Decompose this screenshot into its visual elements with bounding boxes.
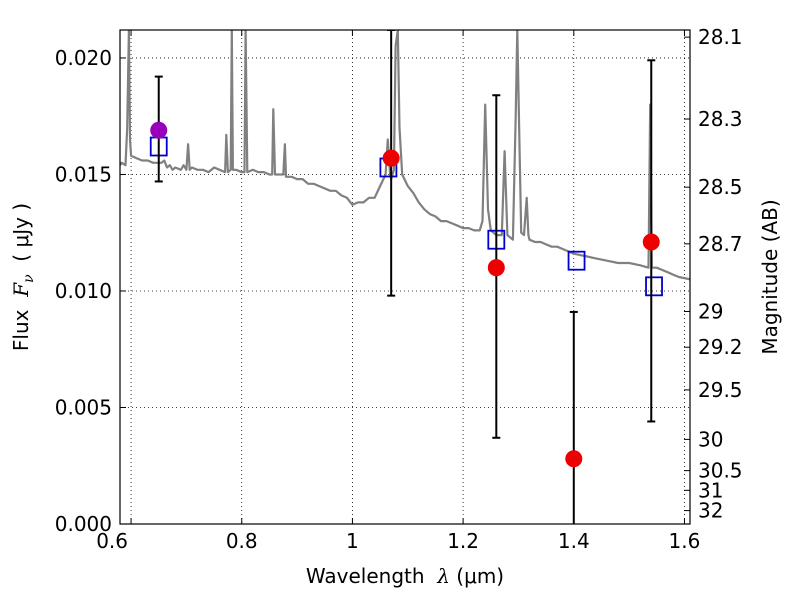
tick-marks [120,30,690,525]
grid-lines [120,30,690,524]
plot-frame [119,29,691,525]
y2-axis-label: Magnitude (AB) [758,199,782,354]
model-photometry-square [567,250,586,271]
y2-tick-label: 31 [698,478,723,502]
y2-tick-label: 32 [698,499,723,523]
y2-tick-label: 30.5 [698,459,743,483]
y-axis-label: Flux Fν ( μJy ) [9,203,37,351]
y-tick-label: 0.015 [55,162,112,186]
y-tick-label: 0.000 [55,512,112,536]
y2-tick-label: 28.1 [698,25,743,49]
y-tick-label: 0.010 [55,279,112,303]
x-tick-label-0.6: 0.6 [96,529,128,553]
y2-tick-label: 30 [698,427,723,451]
y2-tick-label: 29 [698,299,723,323]
model-photometry-square [645,276,663,297]
observed-photometry-point [150,121,168,139]
x-tick-label: 1.6 [669,529,701,553]
series-layer [120,30,690,524]
x-tick-label: 1 [346,529,359,553]
sed-model-line [120,30,690,281]
x-tick-label: 0.8 [226,529,258,553]
y-tick-label: 0.005 [55,395,112,419]
observed-photometry-point [565,450,583,468]
x-tick-label: 1.2 [447,529,479,553]
y2-tick-label: 29.5 [698,378,743,402]
x-axis-label: Wavelength λ (μm) [306,564,504,588]
y2-tick-label: 29.2 [698,335,743,359]
x-tick-label: 1.4 [558,529,590,553]
y2-tick-label: 28.7 [698,232,743,256]
y2-tick-label: 28.5 [698,175,743,199]
y-tick-label: 0.020 [55,46,112,70]
y2-tick-label: 28.3 [698,107,743,131]
observed-photometry-point [382,149,400,167]
tick-labels: 0.8 1 1.2 1.4 1.6 0.60.000 0.005 0.010 0.015 0.02… [55,25,743,553]
observed-photometry-point [642,233,660,251]
observed-photometry-point [487,259,505,277]
